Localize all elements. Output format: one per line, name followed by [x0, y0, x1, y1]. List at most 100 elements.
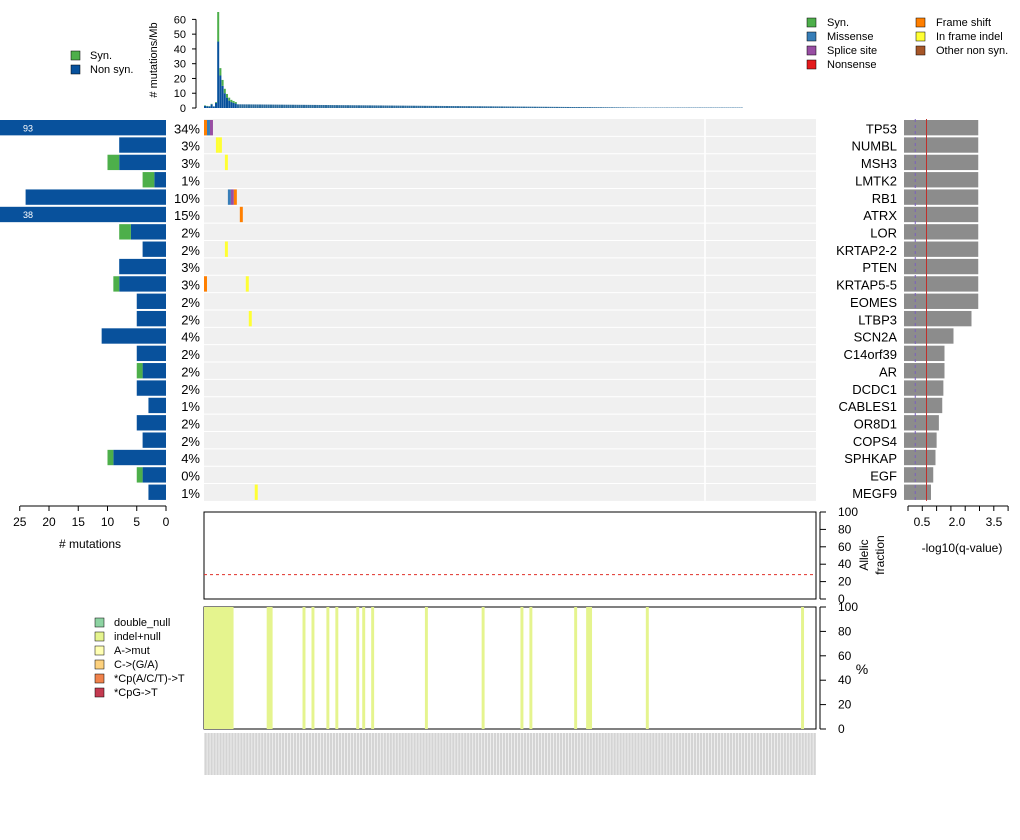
- sample-name-label: [261, 733, 264, 775]
- tmb-bar-tail: [454, 106, 457, 108]
- tmb-bar-tail: [619, 107, 622, 108]
- qvalue-bar: [904, 241, 979, 257]
- type-legend-swatch: [806, 17, 817, 28]
- sample-name-label: [258, 733, 261, 775]
- sample-name-label: [738, 733, 742, 775]
- tmb-bar-tail: [586, 107, 589, 108]
- sample-name-label: [413, 733, 416, 775]
- sample-name-label: [789, 733, 792, 775]
- sample-name-label: [673, 733, 676, 775]
- mutation-cell: [209, 120, 213, 136]
- gene-bar-nonsyn: [119, 137, 166, 153]
- sample-name-label: [496, 733, 500, 775]
- gene-bar-syn: [113, 276, 120, 292]
- gene-percent-label: 2%: [181, 243, 200, 258]
- tmb-bar-tail: [261, 104, 264, 108]
- tmb-bar-tail: [373, 105, 376, 108]
- sample-name-label: [308, 733, 312, 775]
- tmb-bar-tail: [327, 105, 330, 108]
- sample-name-label: [559, 733, 563, 775]
- tmb-bar-syn: [217, 12, 220, 42]
- gene-name-label: DCDC1: [852, 382, 897, 397]
- sample-name-label: [455, 733, 458, 775]
- sample-name-label: [326, 733, 330, 775]
- tmb-tick-label: 0: [180, 103, 186, 115]
- tmb-bar-tail: [549, 106, 552, 108]
- sample-name-label: [777, 733, 780, 775]
- context-tick-label: 100: [838, 600, 858, 614]
- sample-name-label: [395, 733, 398, 775]
- sample-name-label: [688, 733, 691, 775]
- tmb-bar-tail: [289, 104, 292, 108]
- sample-name-label: [717, 733, 721, 775]
- sample-name-label: [750, 733, 754, 775]
- sample-name-label: [520, 733, 524, 775]
- sample-name-label: [744, 733, 748, 775]
- context-stripe: [204, 607, 234, 729]
- sample-name-label: [604, 733, 607, 775]
- gene-bar-syn: [119, 224, 131, 240]
- left-axis-tick-label: 15: [72, 515, 86, 529]
- tmb-bar-tail: [562, 106, 565, 108]
- sample-name-label: [485, 733, 488, 775]
- sample-name-label: [311, 733, 315, 775]
- tmb-bar-tail: [296, 104, 299, 108]
- tmb-bar-tail: [617, 107, 620, 108]
- sample-name-label: [708, 733, 712, 775]
- sample-name-label: [231, 733, 234, 775]
- allelic-tick-label: 0: [838, 592, 845, 606]
- tmb-bar-nonsyn: [226, 97, 228, 108]
- context-legend-label: *Cp(A/C/T)->T: [114, 673, 185, 685]
- tmb-bar-tail: [382, 105, 385, 108]
- tmb-bar-syn: [230, 99, 233, 103]
- sample-name-label: [493, 733, 497, 775]
- sample-name-label: [741, 733, 745, 775]
- sample-name-label: [508, 733, 512, 775]
- sample-name-label: [517, 733, 521, 775]
- gene-name-label: COPS4: [853, 434, 897, 449]
- tmb-bar-nonsyn: [204, 105, 206, 108]
- gene-name-label: NUMBL: [851, 139, 897, 154]
- sample-name-label: [685, 733, 688, 775]
- sample-name-label: [404, 733, 407, 775]
- context-stripe: [302, 607, 306, 729]
- sample-name-label: [264, 733, 267, 775]
- sample-name-label: [356, 733, 360, 775]
- tmb-bar-tail: [333, 105, 336, 108]
- context-tick-label: 20: [838, 698, 852, 712]
- tmb-bar-tail: [580, 107, 583, 108]
- gene-bar-nonsyn: [136, 380, 166, 396]
- sample-name-label: [255, 733, 258, 775]
- context-legend: double_null indel+null A->mut C->(G/A) *Cp(A…: [94, 617, 185, 699]
- tmb-bar-tail: [278, 104, 281, 108]
- context-stripe: [574, 607, 578, 729]
- sample-name-label: [780, 733, 783, 775]
- gene-name-label: CABLES1: [838, 399, 897, 414]
- sample-name-label: [538, 733, 542, 775]
- qvalue-bar: [904, 137, 979, 153]
- tmb-bar-tail: [254, 104, 257, 108]
- sample-name-label: [467, 733, 470, 775]
- gene-percent-label: 4%: [181, 330, 200, 345]
- sample-name-label: [526, 733, 530, 775]
- left-axis-tick-label: 25: [13, 515, 27, 529]
- gene-percent-label: 3%: [181, 260, 200, 275]
- sample-name-label: [610, 733, 613, 775]
- right-axis-tick-label: 0.5: [914, 515, 931, 529]
- mutation-cell: [233, 189, 237, 205]
- tmb-bar-tail: [529, 106, 532, 108]
- gene-name-label: SPHKAP: [844, 451, 897, 466]
- mutation-cell: [204, 120, 207, 136]
- gene-percent-label: 2%: [181, 347, 200, 362]
- tmb-bar-tail: [287, 104, 290, 108]
- tmb-bar-tail: [344, 105, 347, 108]
- qvalue-panel: TP53 NUMBL MSH3 LMTK2 RB1 ATRX LOR KRTAP2-2 PTEN…: [836, 119, 1009, 555]
- tmb-bar-tail: [633, 107, 635, 108]
- type-legend-swatch: [915, 17, 926, 28]
- tmb-bar-tail: [395, 105, 398, 108]
- qvalue-bar: [904, 206, 979, 223]
- sample-name-label: [679, 733, 682, 775]
- tmb-bar-tail: [241, 104, 244, 108]
- mutation-cell: [215, 137, 219, 153]
- gene-bar-nonsyn: [119, 258, 166, 275]
